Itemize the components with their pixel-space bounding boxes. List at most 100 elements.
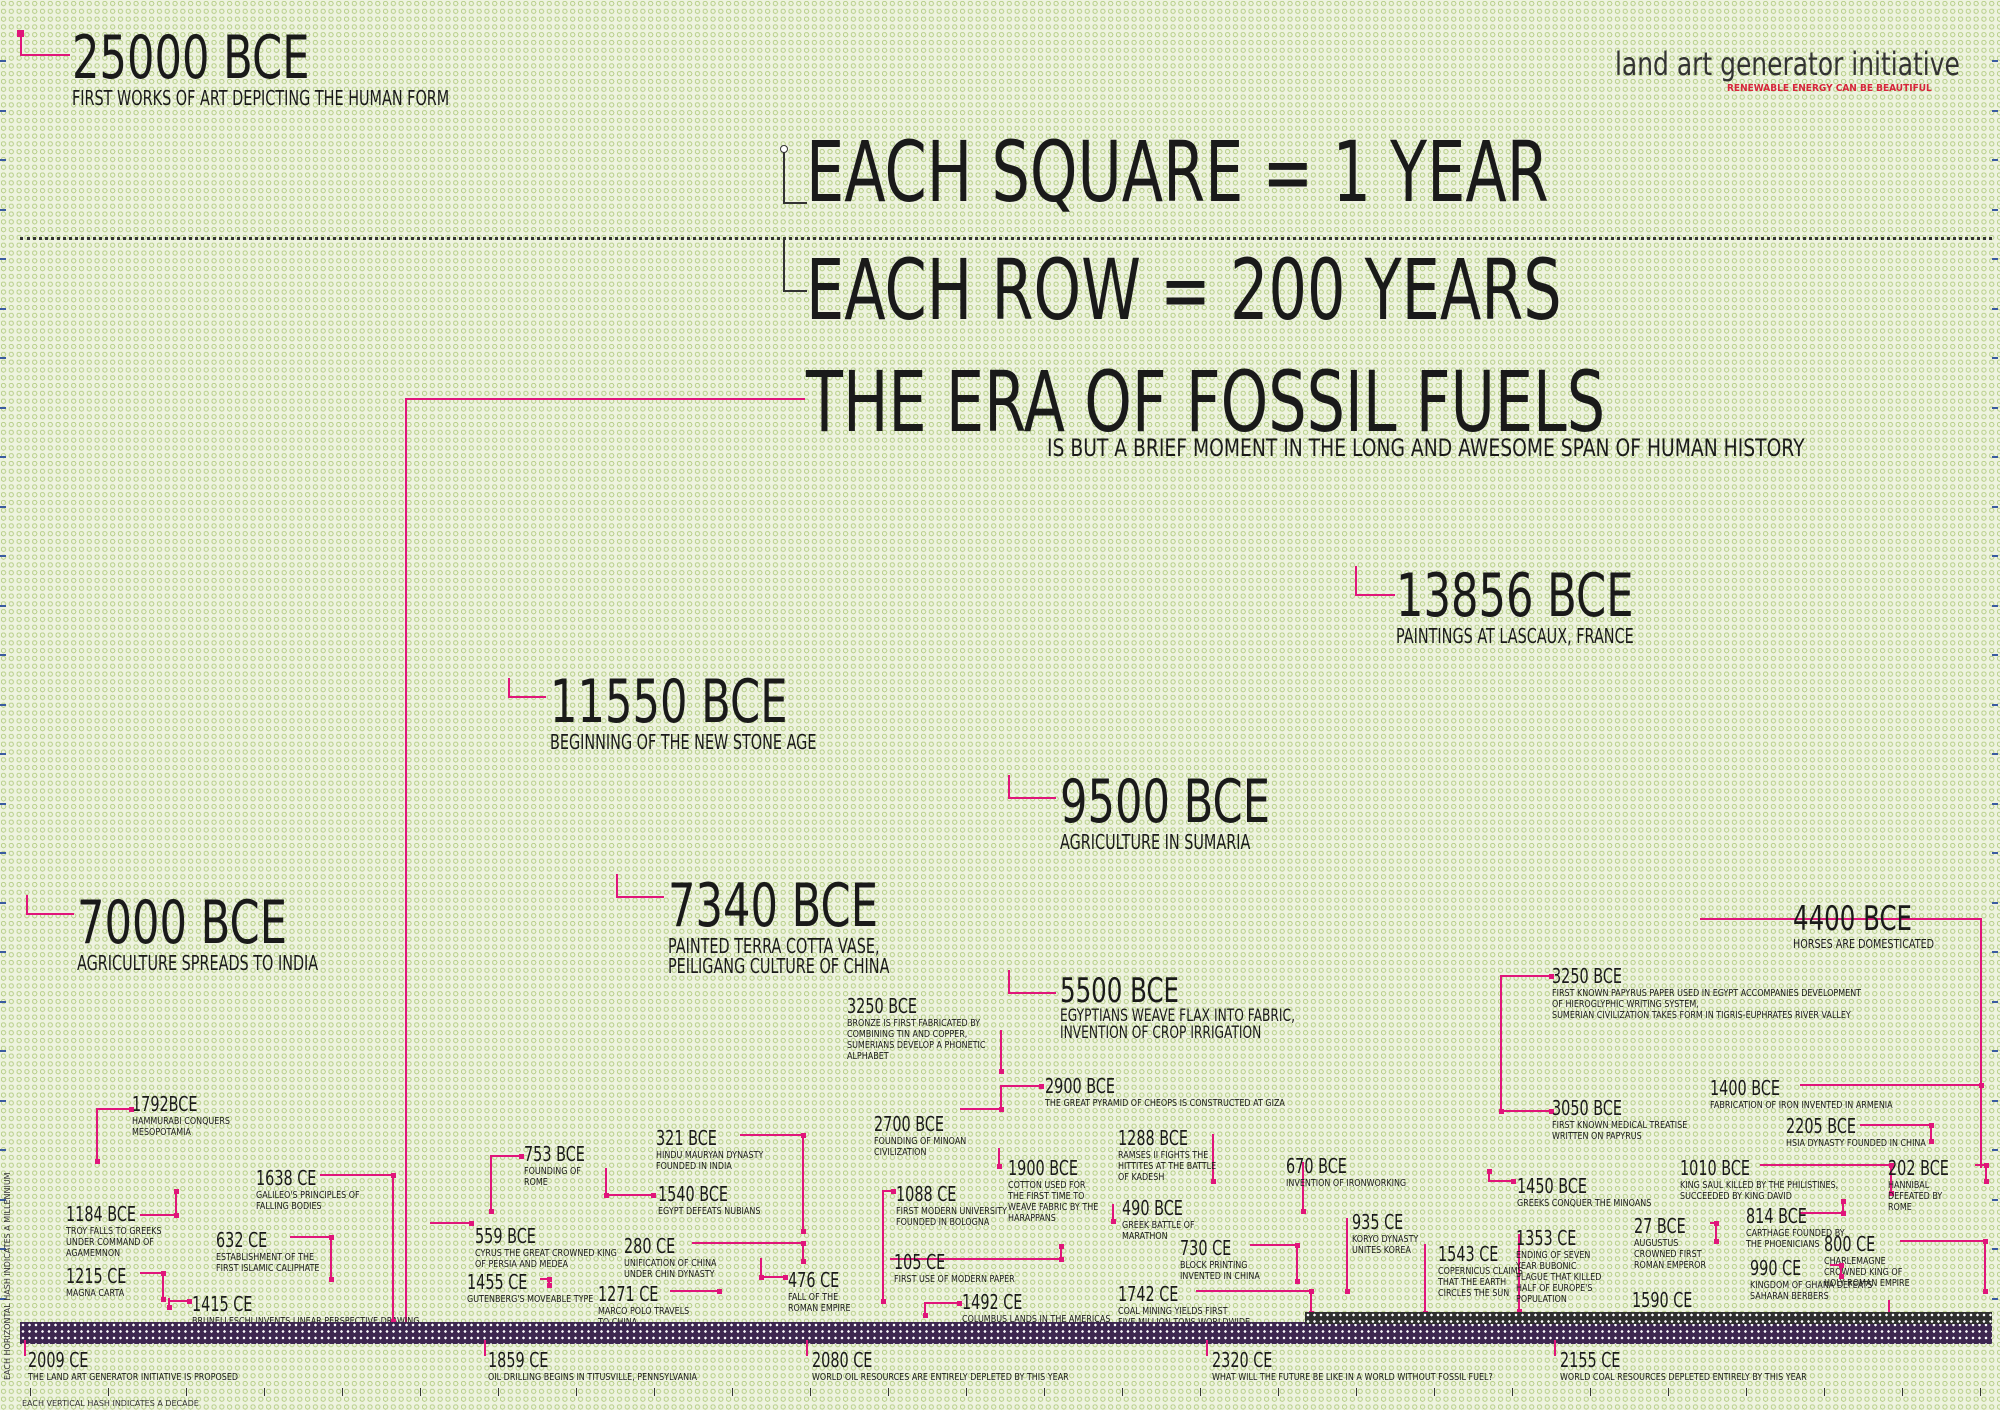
event-year: 3050 BCE xyxy=(1552,1096,1623,1120)
event-13856bce: 13856 BCE PAINTINGS AT LASCAUX, FRANCE xyxy=(1396,566,1726,646)
connector-dot xyxy=(801,1259,806,1264)
connector-line xyxy=(430,1222,470,1224)
bottom-event: 2009 CE THE LAND ART GENERATOR INITIATIVE… xyxy=(28,1350,291,1383)
connector-dot xyxy=(1059,1244,1064,1249)
axis-tick xyxy=(1992,1149,1998,1151)
connector-dot xyxy=(1839,1274,1844,1279)
connector-line xyxy=(1206,1340,1208,1356)
event-desc: TROY FALLS TO GREEKS UNDER COMMAND OF AG… xyxy=(66,1226,162,1259)
event-desc: HSIA DYNASTY FOUNDED IN CHINA xyxy=(1786,1138,1926,1149)
minor-event: 1540 BCE EGYPT DEFEATS NUBIANS xyxy=(658,1184,786,1217)
minor-event: 1900 BCE COTTON USED FOR THE FIRST TIME T… xyxy=(1008,1158,1121,1224)
legend-side: EACH HORIZONTAL HASH INDICATES A MILLENN… xyxy=(3,1172,12,1380)
connector-line xyxy=(882,1190,884,1300)
connector-dot xyxy=(999,1107,1004,1112)
depletion-band xyxy=(1305,1312,1992,1324)
event-desc: EGYPTIANS WEAVE FLAX INTO FABRIC, INVENT… xyxy=(1060,1006,1295,1043)
event-desc: AGRICULTURE SPREADS TO INDIA xyxy=(77,951,319,975)
event-year: 4400 BCE xyxy=(1793,899,1913,939)
axis-tick xyxy=(1824,1388,1825,1396)
minor-event: 2900 BCE THE GREAT PYRAMID OF CHEOPS IS C… xyxy=(1045,1076,1345,1109)
axis-tick xyxy=(0,505,6,508)
connector-line xyxy=(1975,1164,1985,1166)
event-7000bce: 7000 BCE AGRICULTURE SPREADS TO INDIA xyxy=(77,893,412,973)
axis-tick xyxy=(0,901,6,904)
connector-line xyxy=(540,1278,548,1280)
axis-tick xyxy=(0,852,6,854)
connector-line xyxy=(1212,1134,1214,1180)
connector-line xyxy=(605,1194,652,1196)
axis-tick xyxy=(1434,1388,1435,1396)
connector-line xyxy=(1500,975,1502,1110)
event-desc: HINDU MAURYAN DYNASTY FOUNDED IN INDIA xyxy=(656,1150,764,1172)
axis-tick xyxy=(0,703,6,706)
minor-event: 670 BCE INVENTION OF IRONWORKING xyxy=(1286,1156,1436,1189)
connector-line xyxy=(1000,1085,1040,1087)
connector-dot xyxy=(1929,1139,1934,1144)
minor-event: 1455 CE GUTENBERG'S MOVEABLE TYPE xyxy=(467,1272,625,1305)
connector-line xyxy=(740,1134,802,1136)
axis-tick xyxy=(1992,1248,1998,1250)
event-year: 1543 CE xyxy=(1438,1242,1499,1266)
connector-line xyxy=(1985,1164,1987,1180)
event-year: 2080 CE xyxy=(812,1348,873,1372)
connector-dot xyxy=(129,1107,134,1112)
event-year: 1010 BCE xyxy=(1680,1156,1751,1180)
axis-tick xyxy=(0,654,6,656)
legend-bottom: EACH VERTICAL HASH INDICATES A DECADE xyxy=(22,1399,199,1408)
event-desc: HAMMURABI CONQUERS MESOPOTAMIA xyxy=(132,1116,230,1138)
event-year: 800 CE xyxy=(1824,1232,1876,1256)
axis-tick xyxy=(1200,1388,1201,1396)
connector-dot xyxy=(891,1189,896,1194)
connector-line xyxy=(140,1214,175,1216)
event-year: 3250 BCE xyxy=(847,994,918,1018)
axis-tick xyxy=(0,604,6,607)
axis-tick xyxy=(498,1388,499,1396)
connector-dot xyxy=(801,1229,806,1234)
event-year: 1088 CE xyxy=(896,1182,957,1206)
fossil-era-band xyxy=(20,1322,1992,1344)
connector-dot xyxy=(923,1313,928,1318)
connector-line xyxy=(96,1108,130,1110)
axis-tick xyxy=(0,109,6,112)
connector-line xyxy=(1984,1240,1986,1290)
event-desc: WORLD COAL RESOURCES DEPLETED ENTIRELY B… xyxy=(1560,1372,1807,1383)
connector-line xyxy=(1554,1340,1556,1356)
event-year: 1792BCE xyxy=(132,1092,198,1116)
event-year: 3250 BCE xyxy=(1552,964,1623,988)
minor-event: 1353 CE ENDING OF SEVEN YEAR BUBONIC PLAG… xyxy=(1516,1228,1623,1305)
connector-line xyxy=(1800,1212,1842,1214)
connector-line xyxy=(882,1190,892,1192)
minor-event: 2700 BCE FOUNDING OF MINOAN CIVILIZATION xyxy=(874,1114,989,1158)
minor-event: 559 BCE CYRUS THE GREAT CROWNED KING OF P… xyxy=(475,1226,652,1270)
connector-line xyxy=(1830,1264,1840,1266)
axis-tick xyxy=(108,1388,109,1396)
connector-line xyxy=(1930,1124,1932,1140)
connector-dot xyxy=(1549,1109,1554,1114)
axis-tick xyxy=(1992,60,1998,62)
connector-dot xyxy=(1714,1239,1719,1244)
axis-tick xyxy=(420,1388,421,1396)
minor-event: 1400 BCE FABRICATION OF IRON INVENTED IN … xyxy=(1710,1078,1938,1111)
connector-dot xyxy=(174,1189,179,1194)
axis-tick xyxy=(1992,159,1998,161)
connector-dot xyxy=(187,1299,192,1304)
connector-dot xyxy=(167,1305,172,1310)
minor-event: 1215 CE MAGNA CARTA xyxy=(66,1266,150,1299)
brand-tagline-block: RENEWABLE ENERGY CAN BE BEAUTIFUL xyxy=(1727,84,1955,94)
event-year: 5500 BCE xyxy=(1060,971,1180,1011)
axis-tick xyxy=(0,555,6,557)
minor-event: 476 CE FALL OF THE ROMAN EMPIRE xyxy=(788,1270,866,1314)
connector-line xyxy=(548,1278,550,1284)
event-year: 2900 BCE xyxy=(1045,1074,1116,1098)
event-year: 1455 CE xyxy=(467,1270,528,1294)
connector-line xyxy=(490,1155,520,1157)
connector-dot xyxy=(783,1275,788,1280)
connector-dot xyxy=(1487,1169,1492,1174)
event-25000bce: 25000 BCE FIRST WORKS OF ART DEPICTING T… xyxy=(72,28,596,108)
axis-tick xyxy=(1992,1198,1998,1201)
axis-tick xyxy=(732,1388,733,1396)
event-year: 935 CE xyxy=(1352,1210,1404,1234)
bottom-event: 1859 CE OIL DRILLING BEGINS IN TITUSVILLE… xyxy=(488,1350,749,1383)
